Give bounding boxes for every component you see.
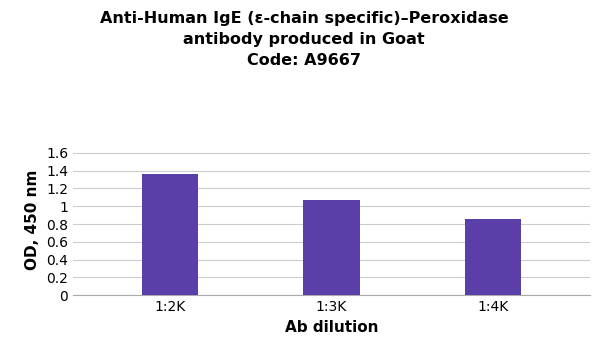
Bar: [303, 201, 359, 295]
Y-axis label: OD, 450 nm: OD, 450 nm: [26, 170, 40, 270]
Bar: [465, 219, 521, 295]
X-axis label: Ab dilution: Ab dilution: [285, 320, 378, 334]
Text: Anti-Human IgE (ε-chain specific)–Peroxidase
antibody produced in Goat
Code: A96: Anti-Human IgE (ε-chain specific)–Peroxi…: [100, 11, 508, 68]
Bar: [142, 174, 198, 295]
